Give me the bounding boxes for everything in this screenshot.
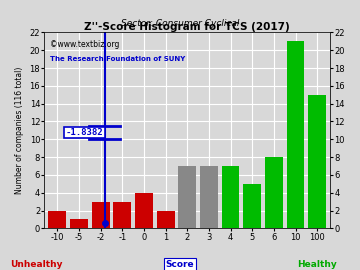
Text: Sector: Consumer Cyclical: Sector: Consumer Cyclical xyxy=(121,19,239,28)
Bar xyxy=(265,157,283,228)
Text: The Research Foundation of SUNY: The Research Foundation of SUNY xyxy=(50,56,185,62)
Text: ©www.textbiz.org: ©www.textbiz.org xyxy=(50,40,120,49)
Bar xyxy=(287,41,305,228)
Bar xyxy=(135,193,153,228)
Bar xyxy=(243,184,261,228)
Bar xyxy=(113,202,131,228)
Bar xyxy=(49,211,66,228)
Text: Healthy: Healthy xyxy=(297,260,337,269)
Bar xyxy=(70,220,88,228)
Bar xyxy=(92,202,109,228)
Y-axis label: Number of companies (116 total): Number of companies (116 total) xyxy=(15,67,24,194)
Text: -1.8382: -1.8382 xyxy=(66,128,103,137)
Bar xyxy=(179,166,196,228)
Bar xyxy=(200,166,218,228)
Text: Unhealthy: Unhealthy xyxy=(10,260,62,269)
Bar xyxy=(157,211,175,228)
Title: Z''-Score Histogram for TCS (2017): Z''-Score Histogram for TCS (2017) xyxy=(84,22,290,32)
Bar xyxy=(308,95,326,228)
Text: Score: Score xyxy=(166,260,194,269)
Bar xyxy=(222,166,239,228)
